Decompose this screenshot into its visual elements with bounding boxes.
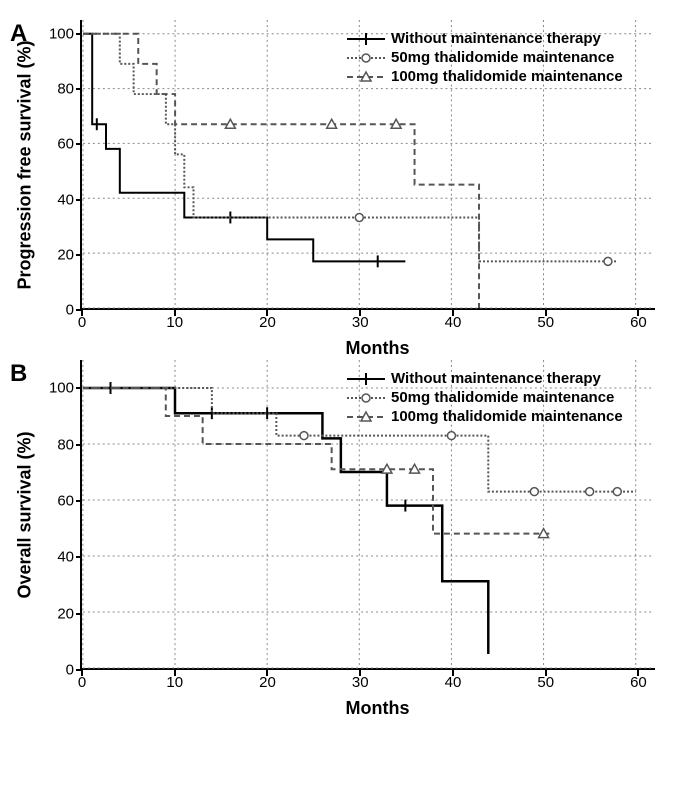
ytick-label: 80 <box>57 436 82 453</box>
xtick-label: 20 <box>259 308 276 331</box>
ytick-label: 60 <box>57 136 82 153</box>
xtick-label: 30 <box>352 308 369 331</box>
xtick-label: 60 <box>630 668 647 691</box>
legend-label: 50mg thalidomide maintenance <box>391 389 614 406</box>
ytick-label: 40 <box>57 191 82 208</box>
xtick-label: 40 <box>445 308 462 331</box>
legend-swatch <box>347 31 385 47</box>
xtick-label: 0 <box>78 308 86 331</box>
panel-a: A Without maintenance therapy50mg thalid… <box>10 20 675 310</box>
legend-row: Without maintenance therapy <box>347 30 623 47</box>
legend-label: 100mg thalidomide maintenance <box>391 408 623 425</box>
ytick-label: 60 <box>57 492 82 509</box>
legend-swatch <box>347 50 385 66</box>
xtick-label: 0 <box>78 668 86 691</box>
xtick-label: 50 <box>537 308 554 331</box>
xtick-label: 60 <box>630 308 647 331</box>
plot-a: Without maintenance therapy 50mg thalidom… <box>80 20 655 310</box>
xtick-label: 10 <box>166 308 183 331</box>
ytick-label: 100 <box>49 380 82 397</box>
legend-row: 50mg thalidomide maintenance <box>347 49 623 66</box>
legend-row: Without maintenance therapy <box>347 370 623 387</box>
legend-row: 100mg thalidomide maintenance <box>347 408 623 425</box>
legend-swatch <box>347 409 385 425</box>
ytick-label: 80 <box>57 81 82 98</box>
xtick-label: 20 <box>259 668 276 691</box>
legend-b: Without maintenance therapy 50mg thalidom… <box>347 370 623 427</box>
legend-label: Without maintenance therapy <box>391 370 601 387</box>
panel-b: B Without maintenance therapy 50mg thalid… <box>10 360 675 670</box>
xtick-label: 30 <box>352 668 369 691</box>
chart-b: Without maintenance therapy 50mg thalidom… <box>80 360 675 670</box>
legend-row: 50mg thalidomide maintenance <box>347 389 623 406</box>
legend-swatch <box>347 390 385 406</box>
ytick-label: 20 <box>57 246 82 263</box>
legend-label: 50mg thalidomide maintenance <box>391 49 614 66</box>
ytick-label: 20 <box>57 605 82 622</box>
xlabel-b: Months <box>346 698 410 719</box>
ylabel-a: Progression free survival (%) <box>15 40 36 289</box>
xlabel-a: Months <box>346 338 410 359</box>
legend-swatch <box>347 371 385 387</box>
xtick-label: 10 <box>166 668 183 691</box>
plot-b: Without maintenance therapy 50mg thalidom… <box>80 360 655 670</box>
xtick-label: 40 <box>445 668 462 691</box>
panel-label-b: B <box>10 360 27 388</box>
xtick-label: 50 <box>537 668 554 691</box>
legend-swatch <box>347 69 385 85</box>
legend-row: 100mg thalidomide maintenance <box>347 68 623 85</box>
ytick-label: 40 <box>57 549 82 566</box>
legend-label: 100mg thalidomide maintenance <box>391 68 623 85</box>
legend-a: Without maintenance therapy 50mg thalidom… <box>347 30 623 87</box>
ylabel-b: Overall survival (%) <box>15 431 36 598</box>
legend-label: Without maintenance therapy <box>391 30 601 47</box>
ytick-label: 100 <box>49 25 82 42</box>
chart-a: Without maintenance therapy 50mg thalidom… <box>80 20 675 310</box>
